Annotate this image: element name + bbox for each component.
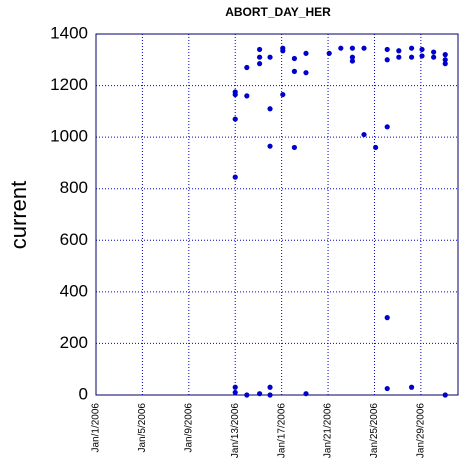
point <box>431 49 437 55</box>
point <box>442 61 448 67</box>
x-tick-label: Jan/21/2006 <box>323 403 334 458</box>
point <box>267 143 273 149</box>
point <box>244 93 250 99</box>
point <box>384 385 390 392</box>
point <box>232 389 238 396</box>
plot-frame <box>95 33 459 396</box>
y-tick-label: 1000 <box>50 127 88 146</box>
y-tick-label: 1400 <box>50 23 88 42</box>
point <box>349 58 356 64</box>
chart-title: ABORT_DAY_HER <box>225 5 331 19</box>
point <box>408 54 415 60</box>
point <box>291 68 298 74</box>
x-tick-label: Jan/29/2006 <box>416 403 427 458</box>
y-tick-label: 200 <box>60 333 88 352</box>
point <box>396 54 402 60</box>
point <box>373 144 379 151</box>
point <box>384 57 390 63</box>
point <box>267 106 273 112</box>
point <box>303 50 309 56</box>
y-tick-label: 400 <box>60 281 88 300</box>
y-tick-label: 0 <box>79 384 88 403</box>
point <box>267 392 273 398</box>
point <box>280 91 286 98</box>
y-axis-label: current <box>6 181 31 249</box>
y-tick-label: 600 <box>60 230 88 249</box>
point <box>361 131 367 138</box>
point <box>338 45 344 51</box>
x-tick-label: Jan/1/2006 <box>91 403 102 453</box>
point <box>256 54 263 60</box>
point <box>256 391 263 397</box>
point <box>232 91 238 98</box>
x-tick-label: Jan/5/2006 <box>137 403 148 453</box>
y-tick-label: 1200 <box>50 75 88 94</box>
point <box>384 315 390 321</box>
point <box>384 124 390 130</box>
point <box>256 61 263 67</box>
point <box>442 392 448 398</box>
point <box>267 54 273 60</box>
point <box>291 55 298 62</box>
x-tick-label: Jan/9/2006 <box>183 403 194 453</box>
point <box>396 48 402 54</box>
point <box>419 46 425 53</box>
point <box>232 174 238 180</box>
point <box>431 54 437 60</box>
x-tick-label: Jan/25/2006 <box>369 403 380 458</box>
point <box>256 46 263 53</box>
x-tick-label: Jan/13/2006 <box>230 403 241 458</box>
point <box>384 46 390 53</box>
point <box>280 48 286 54</box>
point <box>244 64 250 71</box>
x-tick-label: Jan/17/2006 <box>276 403 287 458</box>
point <box>303 70 309 76</box>
point <box>267 384 273 390</box>
point <box>303 391 309 397</box>
point <box>349 54 356 60</box>
point <box>419 53 425 59</box>
point <box>244 392 250 398</box>
point <box>349 45 356 51</box>
point <box>232 384 238 390</box>
point <box>408 45 415 51</box>
point <box>326 50 332 56</box>
point <box>291 144 298 151</box>
y-tick-label: 800 <box>60 178 88 197</box>
point <box>408 384 415 390</box>
point <box>442 57 448 63</box>
point <box>361 45 367 51</box>
point <box>442 52 448 58</box>
point <box>232 116 238 122</box>
